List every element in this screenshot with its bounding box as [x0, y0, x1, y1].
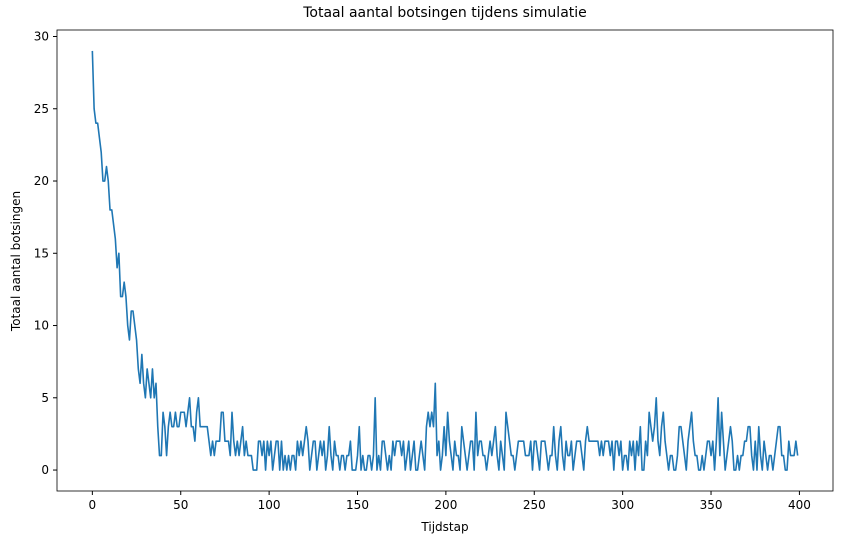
y-tick-label: 0 [41, 463, 49, 477]
y-tick-label: 25 [34, 102, 49, 116]
y-tick-label: 10 [34, 319, 49, 333]
x-tick-label: 100 [258, 498, 281, 512]
y-tick-label: 5 [41, 391, 49, 405]
y-tick-label: 30 [34, 30, 49, 44]
x-tick-label: 50 [173, 498, 188, 512]
plot-frame [56, 29, 834, 492]
x-tick-label: 250 [523, 498, 546, 512]
x-tick-label: 150 [346, 498, 369, 512]
line [91, 50, 799, 471]
y-tick-label: 15 [34, 246, 49, 260]
x-tick-label: 350 [700, 498, 723, 512]
x-tick-label: 300 [611, 498, 634, 512]
chart-title: Totaal aantal botsingen tijdens simulati… [302, 5, 587, 21]
x-tick-label: 200 [434, 498, 457, 512]
x-tick-label: 400 [788, 498, 811, 512]
x-axis-label: Tijdstap [420, 520, 468, 534]
y-axis-label: Totaal aantal botsingen [9, 191, 23, 332]
x-tick-label: 0 [89, 498, 97, 512]
y-tick-label: 20 [34, 174, 49, 188]
